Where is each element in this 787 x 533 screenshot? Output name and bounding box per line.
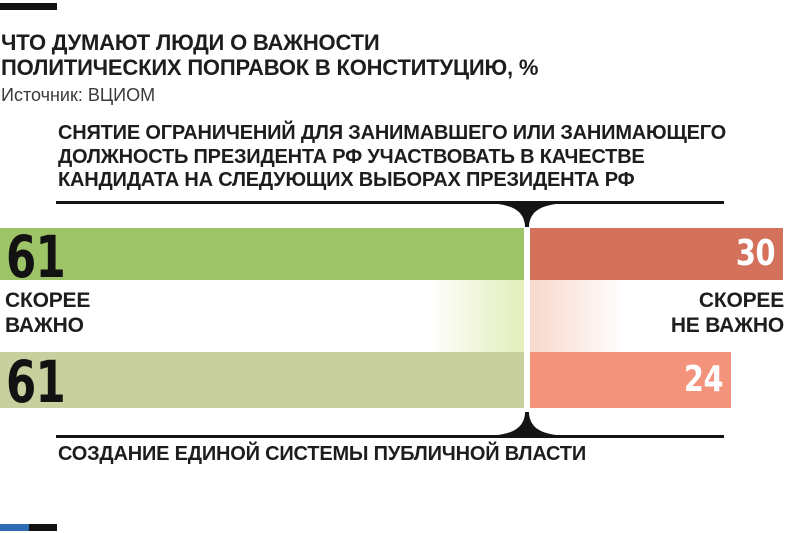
source-label: Источник: ВЦИОМ: [1, 85, 156, 105]
footer-logo-bar: [0, 524, 57, 531]
question-bottom: СОЗДАНИЕ ЕДИНОЙ СИСТЕМЫ ПУБЛИЧНОЙ ВЛАСТИ: [58, 443, 586, 465]
page-title-line2: ПОЛИТИЧЕСКИХ ПОПРАВОК В КОНСТИТУЦИЮ, %: [1, 55, 539, 80]
pointer-down-icon: [498, 204, 556, 227]
bar-important-row1: [0, 228, 524, 280]
page-title: ЧТО ДУМАЮТ ЛЮДИ О ВАЖНОСТИ ПОЛИТИЧЕСКИХ П…: [1, 30, 538, 80]
bar-not-important-row2: 24: [530, 352, 731, 408]
legend-not-important-line2: НЕ ВАЖНО: [670, 314, 784, 337]
question-top-line1: СНЯТИЕ ОГРАНИЧЕНИЙ ДЛЯ ЗАНИМАВШЕГО ИЛИ З…: [58, 122, 727, 144]
gradient-green: [428, 280, 524, 352]
question-top-line2: ДОЛЖНОСТЬ ПРЕЗИДЕНТА РФ УЧАСТВОВАТЬ В КА…: [58, 145, 645, 168]
value-not-important-row2: 24: [683, 359, 724, 400]
gradient-pink: [530, 280, 626, 352]
value-not-important-row1: 30: [735, 233, 776, 274]
bar-important-row2: [0, 352, 524, 408]
footer-logo-black-segment: [29, 524, 57, 531]
legend-important-line1: СКОРЕЕ: [5, 289, 91, 312]
divider-bottom: [56, 435, 724, 438]
legend-important: СКОРЕЕ ВАЖНО: [5, 288, 90, 338]
footer-logo-blue-segment: [0, 524, 29, 531]
legend-important-line2: ВАЖНО: [5, 314, 84, 337]
page-title-line1: ЧТО ДУМАЮТ ЛЮДИ О ВАЖНОСТИ: [1, 30, 380, 55]
legend-not-important: СКОРЕЕ НЕ ВАЖНО: [671, 288, 784, 338]
question-top: СНЯТИЕ ОГРАНИЧЕНИЙ ДЛЯ ЗАНИМАВШЕГО ИЛИ З…: [58, 122, 726, 193]
header-accent-bar: [0, 3, 57, 10]
question-top-line3: КАНДИДАТА НА СЛЕДУЮЩИХ ВЫБОРАХ ПРЕЗИДЕНТ…: [58, 169, 635, 191]
bar-not-important-row1: 30: [530, 228, 783, 280]
divider-top: [56, 201, 724, 204]
pointer-up-icon: [498, 412, 556, 435]
value-important-row1: 61: [6, 223, 66, 291]
legend-band: СКОРЕЕ ВАЖНО СКОРЕЕ НЕ ВАЖНО: [0, 280, 787, 352]
value-important-row2: 61: [6, 348, 66, 416]
legend-not-important-line1: СКОРЕЕ: [698, 289, 784, 312]
